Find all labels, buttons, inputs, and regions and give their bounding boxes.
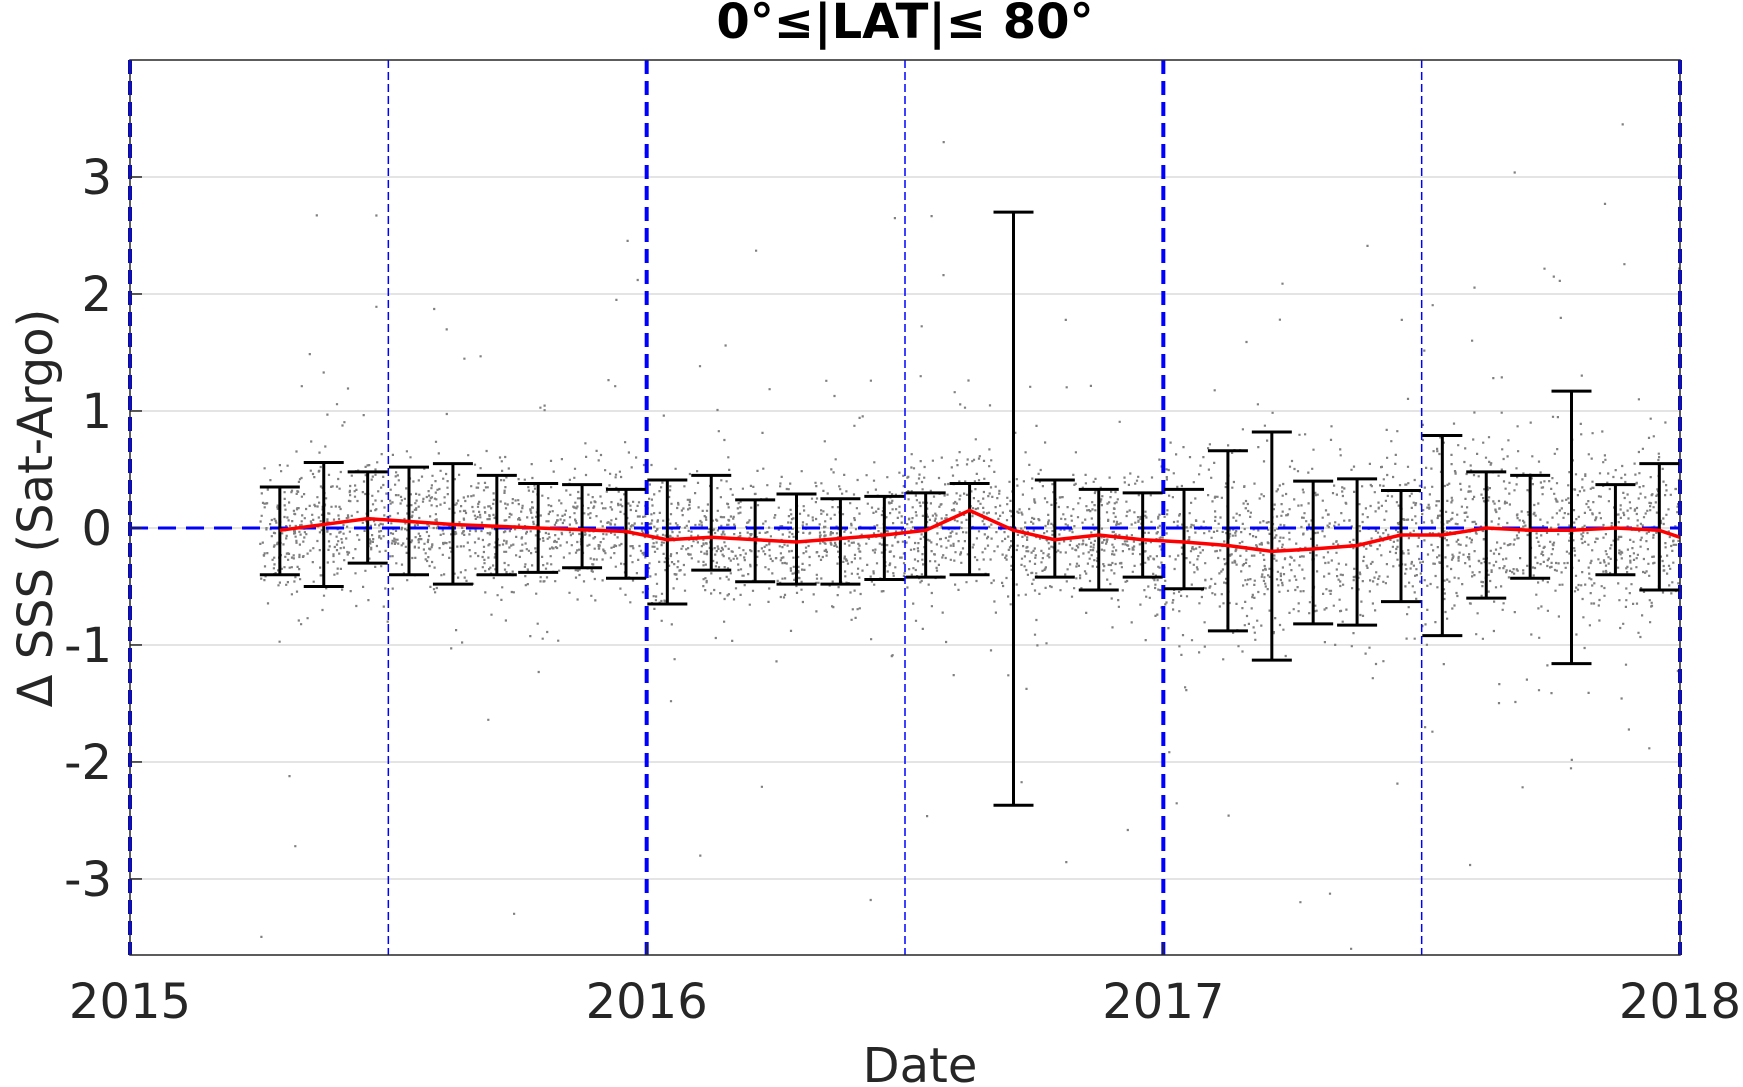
y-tick-label: 0: [81, 501, 112, 557]
mean-line: [279, 508, 1681, 554]
errorbar: [820, 497, 861, 586]
x-tick-label: 2015: [69, 974, 191, 1030]
errorbar: [562, 483, 603, 570]
errorbar: [949, 482, 990, 577]
errorbar: [1639, 462, 1680, 592]
y-axis-label: Δ SSS (Sat-Argo): [8, 309, 64, 708]
x-tick-label: 2017: [1102, 974, 1224, 1030]
errorbar: [1034, 478, 1075, 579]
errorbar: [1337, 477, 1378, 627]
errorbar: [905, 491, 946, 579]
errorbar: [993, 210, 1034, 807]
y-axis-ticks: -3 -2 -1 0 1 2 3: [64, 150, 142, 908]
errorbar: [691, 473, 732, 572]
x-axis-label: Date: [863, 1038, 978, 1087]
errorbar: [1466, 470, 1507, 600]
y-tick-label: 2: [81, 267, 112, 323]
errorbar: [1078, 487, 1119, 592]
errorbar: [864, 494, 905, 581]
mean-line-series: [279, 508, 1681, 554]
y-tick-label: -1: [64, 618, 112, 674]
errorbar: [647, 478, 688, 606]
y-tick-label: 1: [81, 384, 112, 440]
chart-title: 0°≤|LAT|≤ 80°: [716, 0, 1093, 50]
y-tick-label: -3: [64, 852, 112, 908]
errorbar: [1551, 389, 1592, 666]
plot-area-frame: [129, 59, 1681, 956]
errorbar: [259, 485, 300, 577]
errorbar: [1122, 491, 1163, 579]
y-tick-label: -2: [64, 735, 112, 791]
errorbar: [776, 492, 817, 586]
x-axis-ticks: 2015 2016 2017 2018: [69, 943, 1741, 1030]
errorbar: [1293, 479, 1334, 626]
errorbar: [1164, 487, 1204, 591]
x-tick-label: 2018: [1619, 974, 1741, 1030]
errorbar: [1207, 449, 1248, 633]
x-tick-label: 2016: [586, 974, 708, 1030]
errorbar-series: [259, 210, 1680, 807]
errorbar: [1251, 430, 1292, 662]
errorbar: [1381, 489, 1421, 604]
errorbar: [606, 487, 646, 580]
errorbar: [1510, 473, 1551, 580]
y-tick-label: 3: [81, 150, 112, 206]
